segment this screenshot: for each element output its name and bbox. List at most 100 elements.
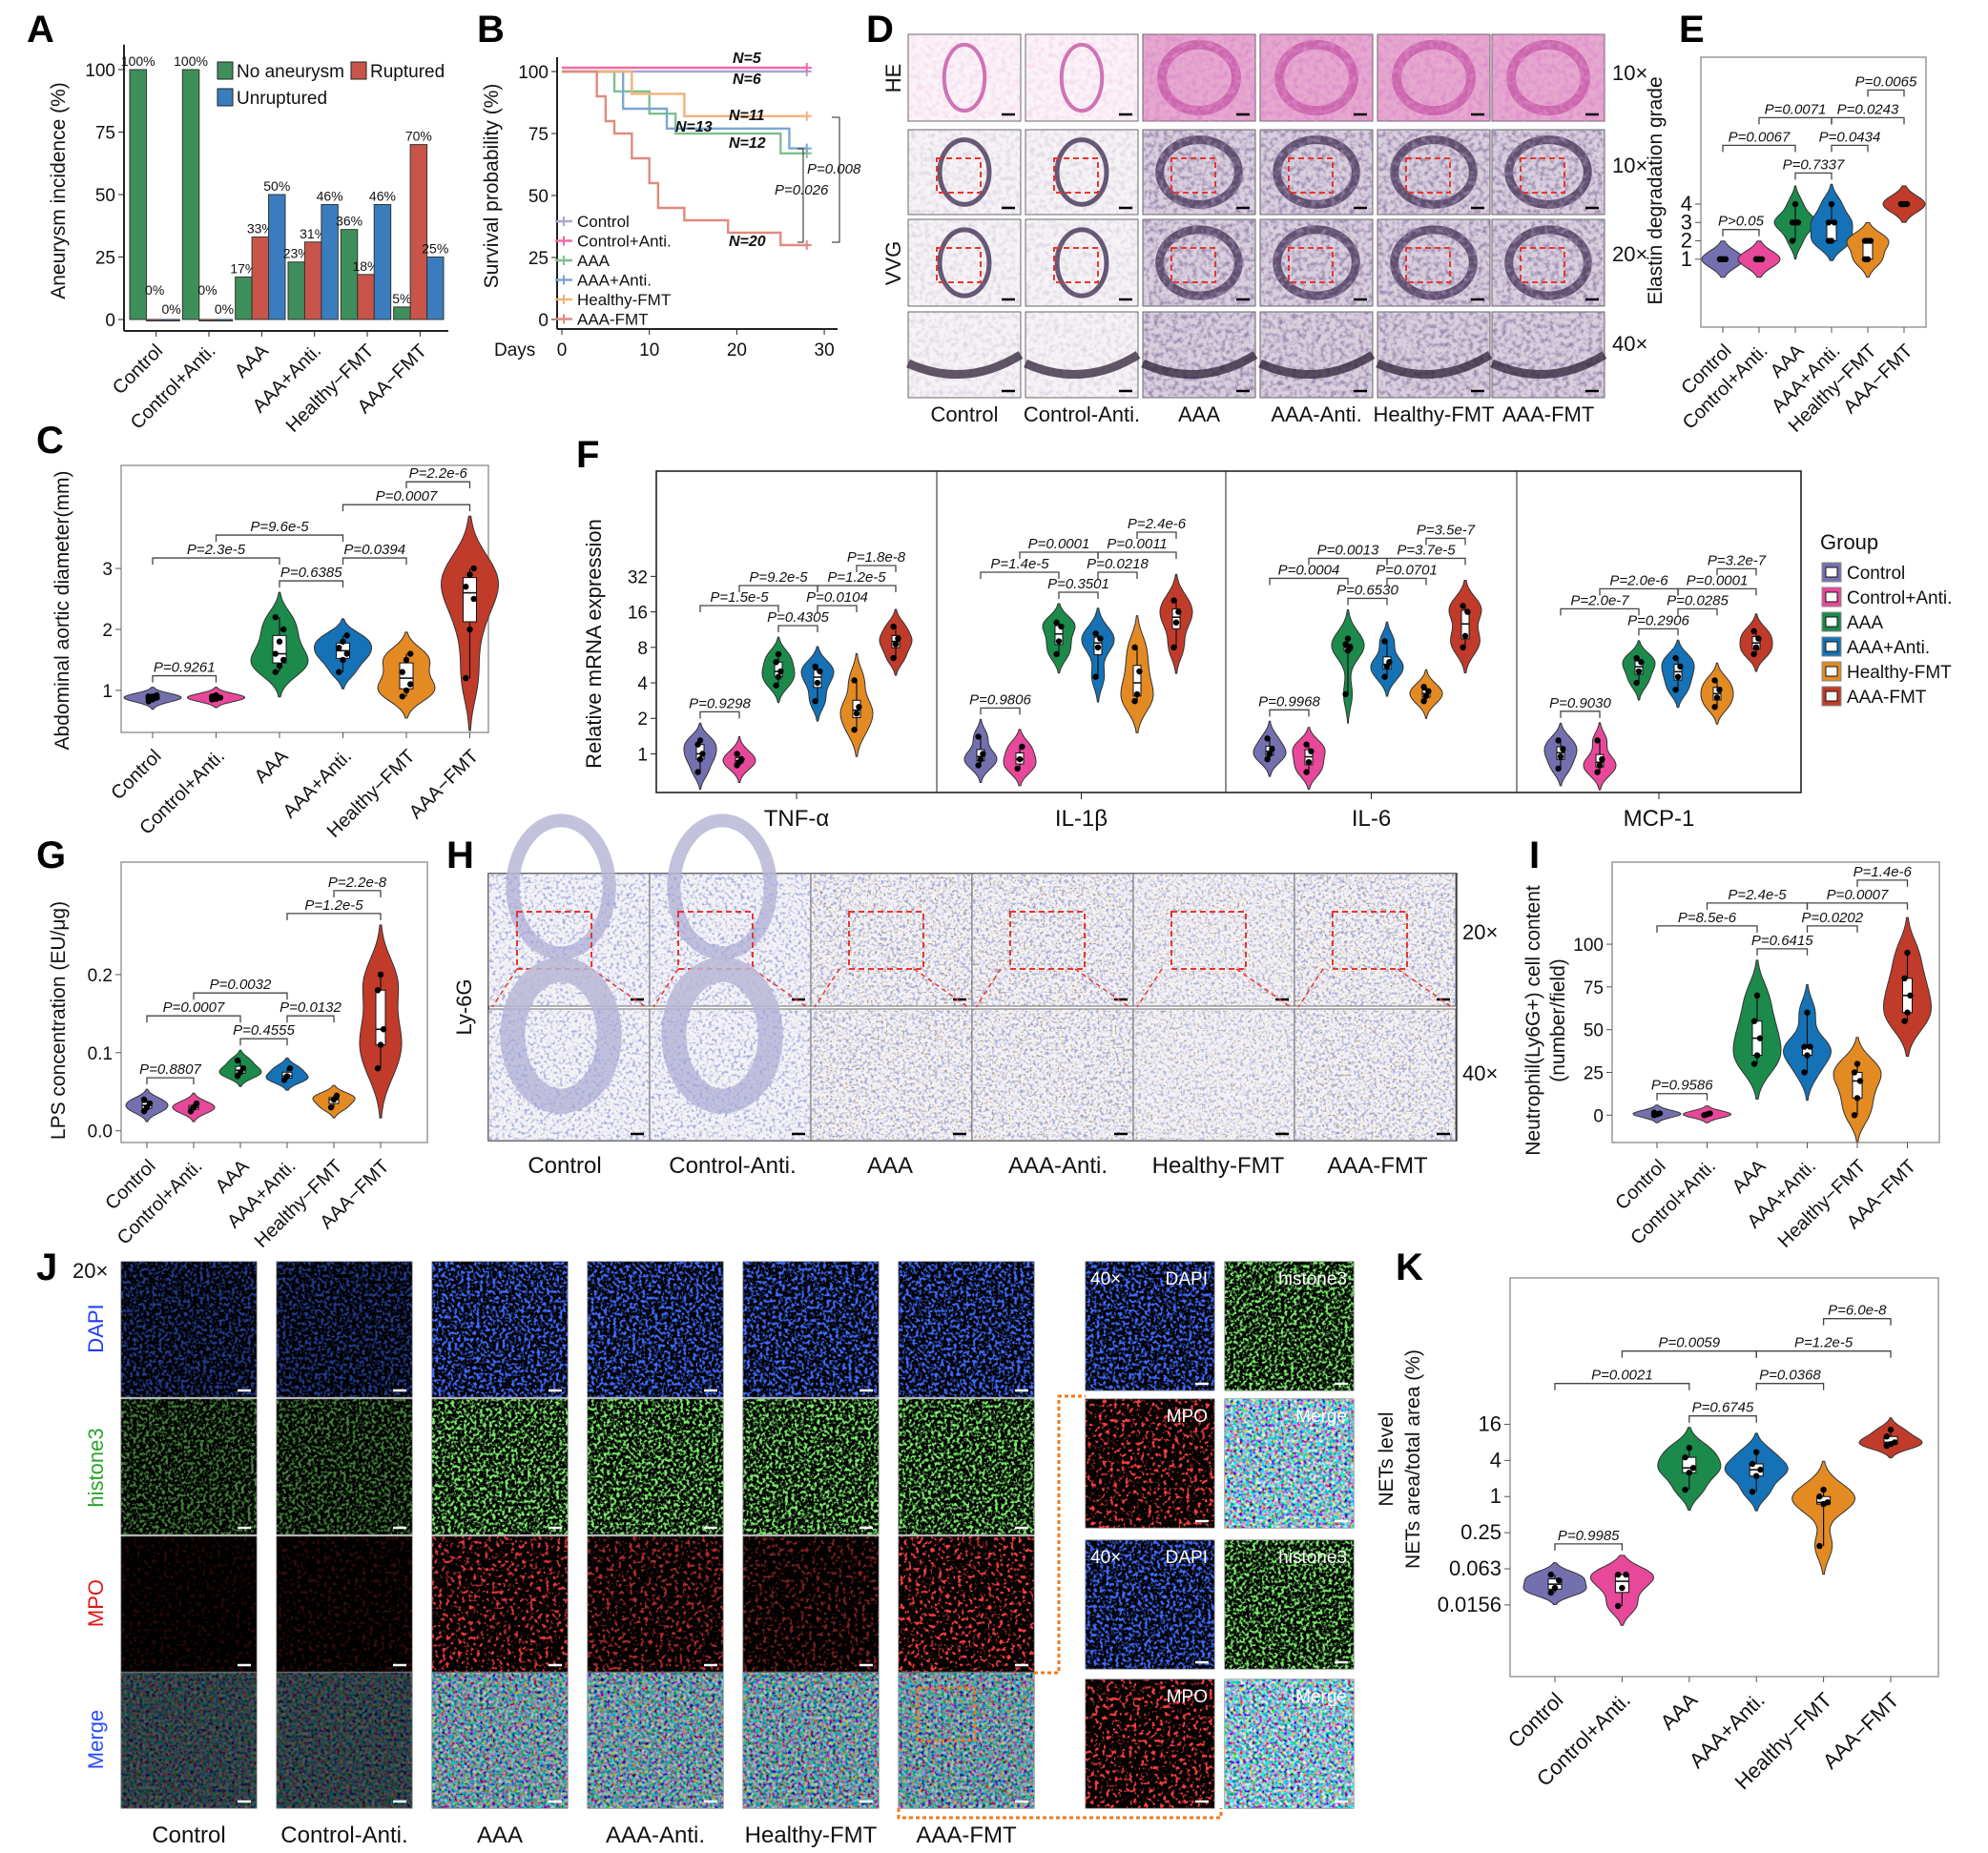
- data-point: [1269, 746, 1275, 752]
- data-point: [283, 1073, 291, 1080]
- censor-mark: [801, 111, 812, 121]
- data-point: [1170, 597, 1177, 604]
- legend-label: Unruptured: [237, 89, 327, 109]
- image-texture: [1377, 130, 1490, 215]
- micrograph-image: [971, 1008, 1134, 1142]
- significance-bracket: [279, 580, 344, 588]
- panel-j-immunofluorescence: 20× DAPI histone3 MPO Merge Control Control-An…: [72, 1259, 1355, 1848]
- p-value: P=2.3e-5: [187, 542, 246, 558]
- panel-i-violin-chart: P=0.9586 P=0.6415 P=8.5e-6 P=0.0202 P=2.4e-5…: [1522, 861, 1940, 1252]
- significance-bracket: [286, 1015, 335, 1023]
- row-label-histone3: histone3: [84, 1428, 108, 1507]
- data-point: [1555, 737, 1562, 744]
- data-point: [895, 635, 901, 642]
- data-point: [1019, 743, 1025, 751]
- micrograph-image: [276, 1261, 413, 1398]
- p-value: P=0.8807: [139, 1061, 201, 1078]
- data-point: [1901, 1018, 1908, 1024]
- legend-label: AAA-FMT: [1847, 688, 1927, 708]
- image-texture: [1377, 312, 1490, 398]
- data-point: [1381, 638, 1388, 645]
- column-label: Healthy-FMT: [1373, 402, 1494, 426]
- facet-label: MCP-1: [1624, 806, 1695, 832]
- bar-data-label: 0%: [161, 301, 180, 317]
- data-point: [154, 691, 160, 699]
- image-texture: [1025, 34, 1138, 121]
- image-texture: [908, 219, 1021, 306]
- data-point: [239, 1065, 247, 1072]
- significance-bracket: [797, 148, 804, 243]
- data-point: [1820, 1486, 1827, 1493]
- data-point: [890, 654, 897, 662]
- channel-label: histone3: [1278, 1269, 1347, 1289]
- data-point: [340, 638, 346, 645]
- p-value: P=6.0e-8: [1828, 1303, 1887, 1319]
- data-point: [1853, 1095, 1861, 1102]
- legend-box-glyph: [1825, 566, 1838, 578]
- n-annotation: N=11: [729, 108, 765, 124]
- magnification-label: 40×: [1090, 1269, 1121, 1289]
- significance-bracket: [146, 1015, 241, 1023]
- significance-bracket: [1097, 551, 1177, 559]
- image-texture: [121, 1262, 257, 1397]
- p-value: P=0.3501: [1047, 576, 1109, 592]
- significance-bracket: [286, 913, 382, 920]
- y-tick-label: 32: [628, 567, 648, 587]
- significance-bracket: [152, 557, 280, 566]
- significance-bracket: [777, 625, 818, 632]
- bar-data-label: 25%: [422, 241, 448, 257]
- data-point: [1547, 1571, 1555, 1578]
- data-point: [1422, 692, 1430, 699]
- data-point: [1633, 654, 1640, 662]
- data-point: [1804, 1052, 1811, 1059]
- micrograph-image: [487, 813, 651, 1007]
- x-tick-label: AAA: [212, 1156, 254, 1198]
- channel-label: histone3: [1278, 1548, 1347, 1568]
- data-point: [193, 1100, 200, 1107]
- data-point: [276, 638, 283, 645]
- image-texture: [899, 1399, 1034, 1534]
- facet-label: IL-1β: [1055, 806, 1108, 832]
- image-texture: [432, 1262, 568, 1397]
- micrograph-image: [1377, 33, 1491, 122]
- n-annotation: N=12: [729, 135, 766, 152]
- zoom-image: [1224, 1539, 1355, 1670]
- x-tick-label: 0: [557, 340, 568, 360]
- data-point: [1686, 1470, 1693, 1476]
- y-tick-label: 8: [637, 639, 648, 659]
- y-axis-label: (number/field): [1547, 958, 1569, 1082]
- data-point: [399, 669, 405, 675]
- p-value: P=0.4305: [767, 609, 829, 626]
- bar-no-aneurysm: [393, 306, 411, 320]
- bar-ruptured: [251, 237, 270, 320]
- image-texture: [899, 1673, 1034, 1808]
- bar-data-label: 46%: [369, 188, 396, 203]
- y-axis-label: Elastin degradation grade: [1645, 76, 1667, 304]
- legend-swatch: [350, 61, 367, 80]
- image-texture: [588, 1673, 723, 1808]
- micrograph-image: [810, 1008, 973, 1142]
- micrograph-image: [276, 1398, 413, 1535]
- data-point: [1342, 641, 1349, 648]
- data-point: [814, 679, 821, 687]
- y-axis-label: LPS concentration (EU/μg): [48, 901, 70, 1140]
- p-value: P=0.4555: [233, 1022, 295, 1039]
- data-point: [738, 755, 745, 763]
- data-point: [1656, 1110, 1664, 1117]
- image-texture: [588, 1399, 723, 1534]
- data-point: [1804, 1009, 1811, 1016]
- micrograph-image: [1259, 311, 1374, 399]
- data-point: [1460, 603, 1466, 609]
- image-texture: [1133, 874, 1294, 1006]
- panel-letter-h: H: [446, 834, 474, 876]
- data-point: [1750, 1018, 1758, 1024]
- y-tick-label: 3: [1681, 210, 1692, 234]
- micrograph-image: [1142, 218, 1256, 307]
- zoom-connector: [897, 1394, 1223, 1820]
- data-point: [1599, 755, 1605, 763]
- y-tick-label: 16: [1479, 1411, 1501, 1435]
- data-point: [696, 755, 704, 763]
- micrograph-image: [1132, 1008, 1295, 1142]
- data-point: [374, 987, 382, 994]
